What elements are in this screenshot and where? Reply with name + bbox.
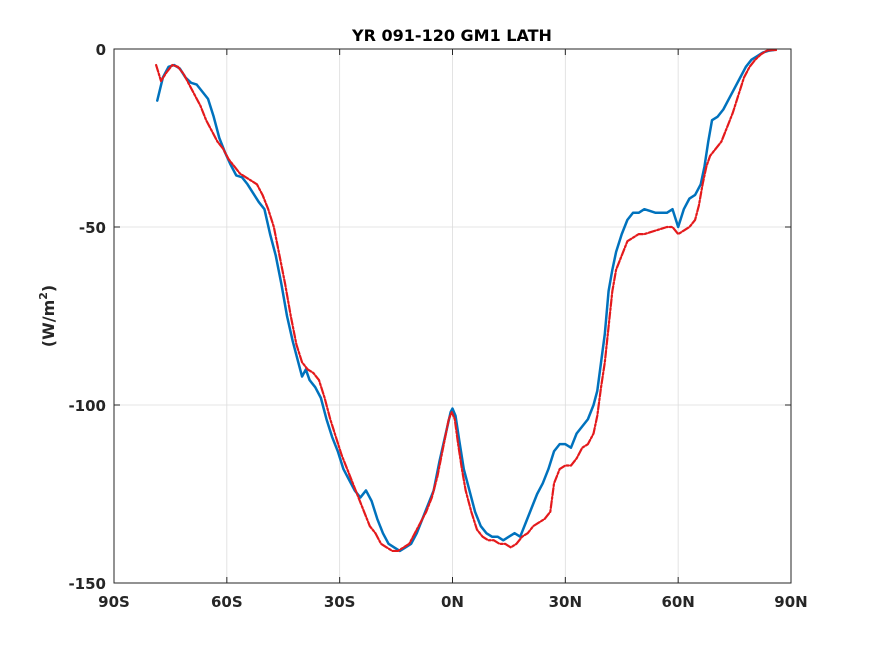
y-tick-label: 0 — [96, 41, 106, 59]
x-tick-label: 60N — [661, 593, 694, 611]
y-tick-label: -150 — [68, 575, 106, 593]
y-axis-label-main: (W/m — [39, 300, 58, 347]
y-tick-label: -100 — [68, 397, 106, 415]
x-tick-label: 90N — [774, 593, 807, 611]
x-axis-tick-labels: 90S 60S 30S 0N 30N 60N 90N — [98, 593, 808, 611]
y-axis-label-close: ) — [39, 285, 58, 292]
x-tick-label: 30S — [324, 593, 356, 611]
x-tick-label: 60S — [211, 593, 243, 611]
chart-title: YR 091-120 GM1 LATH — [351, 26, 552, 45]
y-axis-tick-labels: 0 -50 -100 -150 — [68, 41, 106, 593]
ticks — [113, 48, 792, 584]
y-axis-label: (W/m2) — [37, 285, 58, 347]
series-line-red-dashed — [155, 48, 778, 553]
x-tick-label: 90S — [98, 593, 130, 611]
x-tick-label: 0N — [441, 593, 464, 611]
series-group — [155, 48, 778, 553]
series-line-blue — [156, 48, 776, 553]
x-tick-label: 30N — [549, 593, 582, 611]
y-axis-label-superscript: 2 — [37, 292, 50, 300]
y-tick-label: -50 — [79, 219, 106, 237]
